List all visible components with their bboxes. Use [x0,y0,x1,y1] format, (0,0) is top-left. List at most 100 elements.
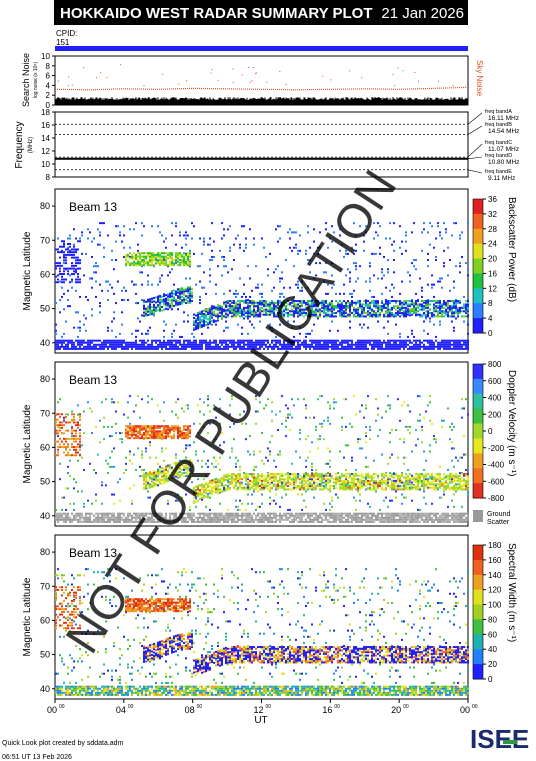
cell [191,481,193,484]
cell [373,295,375,298]
cell [153,437,155,440]
cell [431,283,433,286]
cell [365,312,367,314]
cell [253,243,255,246]
cell [397,306,399,309]
cell [75,518,77,521]
cell [283,315,285,318]
noise-tick-label: 6 [46,72,51,81]
cell [235,295,237,298]
cell [315,341,317,344]
cell [455,302,457,305]
cell [179,339,181,342]
cell [239,308,241,311]
cell [219,456,221,459]
cell [175,413,177,416]
cell [261,306,263,309]
cell [55,341,57,344]
cell [391,306,393,309]
cell [229,404,231,407]
cell [163,426,165,429]
cell [79,444,81,447]
cell [453,301,455,304]
cell [339,312,341,314]
cell [393,222,395,225]
cell [161,234,163,237]
cell [387,305,389,308]
cell [201,488,203,491]
cell [55,267,57,270]
cell [97,516,99,519]
cell [67,451,69,454]
cell [165,260,167,263]
cell [203,494,205,497]
cell [205,490,207,493]
cell [357,277,359,280]
cell [187,301,189,304]
cell [429,339,431,342]
cell [259,312,261,314]
cell [71,278,73,281]
cell [57,518,59,521]
cell [437,306,439,309]
cell [55,248,57,251]
cell [289,341,291,344]
cell [351,295,353,298]
cell [451,310,453,313]
cell [203,341,205,344]
cell [295,303,297,306]
cpid-label: CPID: [56,29,77,38]
cell [377,341,379,344]
cell [199,497,201,500]
cell [185,516,187,519]
cell [465,300,467,303]
cell [235,479,237,482]
cell [373,345,375,348]
cell [455,306,457,309]
cell [219,311,221,314]
cell [227,301,229,304]
cell [103,246,105,249]
cell [145,477,147,480]
cell [399,312,401,314]
cell [205,308,207,311]
cell [399,332,401,335]
cell [93,518,95,521]
cell [217,343,219,346]
cell [177,466,179,469]
noise-dot [217,79,219,81]
cell [235,345,237,348]
cell [89,341,91,344]
cell [461,339,463,342]
cell [231,308,233,311]
cell [429,222,431,225]
cell [193,328,195,331]
cell [143,262,145,265]
cell [167,518,169,521]
cell [57,520,59,523]
cell [311,310,313,313]
cell [181,295,183,298]
cell [441,341,443,344]
cell [283,343,285,346]
cell [159,299,161,302]
cell [393,339,395,342]
cell [157,295,159,298]
cell [189,252,191,255]
cell [313,339,315,342]
cell [69,448,71,451]
cell [297,339,299,342]
cell [165,437,167,440]
cell [77,259,79,262]
cell [181,468,183,471]
cell [251,303,253,306]
cell [377,303,379,306]
cell [453,341,455,344]
cell [133,425,135,428]
cell [77,343,79,346]
cell [289,302,291,305]
cell [421,300,423,303]
cell [307,306,309,309]
cell [363,343,365,346]
cell [59,311,61,314]
